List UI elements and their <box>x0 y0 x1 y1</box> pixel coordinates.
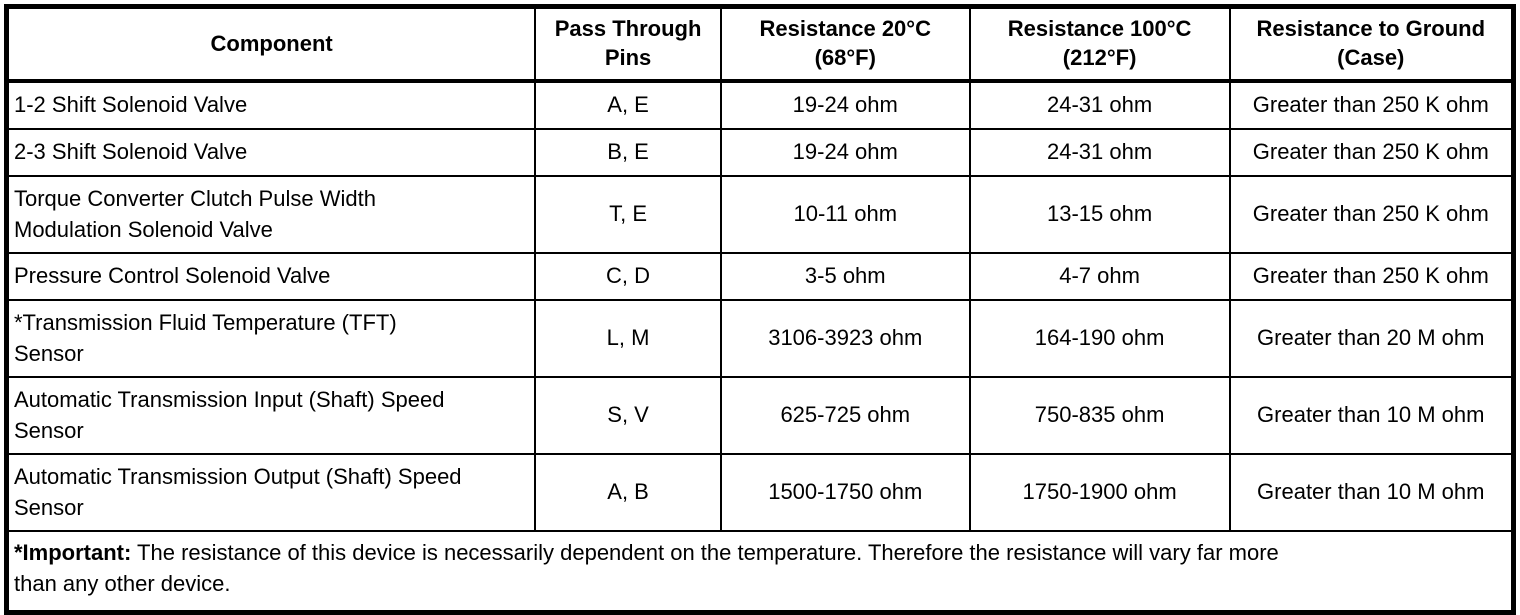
cell-resistance-20c: 19-24 ohm <box>719 80 971 130</box>
footnote-cell: *Important: The resistance of this devic… <box>5 530 1515 614</box>
cell-resistance-20c: 3-5 ohm <box>719 252 971 301</box>
cell-resistance-20c: 3106-3923 ohm <box>719 299 971 378</box>
table-row-2-3-shift-solenoid: 2-3 Shift Solenoid Valve B, E 19-24 ohm … <box>5 128 1515 177</box>
cell-pins: C, D <box>534 252 722 301</box>
cell-pins: A, E <box>534 80 722 130</box>
cell-resistance-100c: 4-7 ohm <box>968 252 1231 301</box>
col-header-resistance-100c: Resistance 100°C (212°F) <box>968 5 1231 83</box>
cell-pins: L, M <box>534 299 722 378</box>
table-row-1-2-shift-solenoid: 1-2 Shift Solenoid Valve A, E 19-24 ohm … <box>5 80 1515 130</box>
cell-pins: S, V <box>534 376 722 455</box>
cell-resistance-20c: 1500-1750 ohm <box>719 453 971 532</box>
resistance-spec-table: Component Pass Through Pins Resistance 2… <box>4 4 1516 615</box>
col-header-pass-through-pins: Pass Through Pins <box>534 5 722 83</box>
cell-resistance-100c: 24-31 ohm <box>968 128 1231 177</box>
footnote-row: *Important: The resistance of this devic… <box>5 530 1515 614</box>
table-header: Component Pass Through Pins Resistance 2… <box>5 5 1515 83</box>
cell-resistance-100c: 1750-1900 ohm <box>968 453 1231 532</box>
cell-resistance-20c: 19-24 ohm <box>719 128 971 177</box>
cell-resistance-20c: 625-725 ohm <box>719 376 971 455</box>
cell-pins: B, E <box>534 128 722 177</box>
table-row-input-speed-sensor: Automatic Transmission Input (Shaft) Spe… <box>5 376 1515 455</box>
cell-pins: A, B <box>534 453 722 532</box>
cell-component: Automatic Transmission Output (Shaft) Sp… <box>5 453 537 532</box>
cell-resistance-100c: 13-15 ohm <box>968 175 1231 254</box>
cell-resistance-100c: 750-835 ohm <box>968 376 1231 455</box>
cell-component: 2-3 Shift Solenoid Valve <box>5 128 537 177</box>
col-header-resistance-20c: Resistance 20°C (68°F) <box>719 5 971 83</box>
cell-component: Pressure Control Solenoid Valve <box>5 252 537 301</box>
cell-resistance-ground: Greater than 10 M ohm <box>1228 376 1515 455</box>
document-page: Component Pass Through Pins Resistance 2… <box>0 4 1520 615</box>
cell-resistance-100c: 164-190 ohm <box>968 299 1231 378</box>
footnote-text: The resistance of this device is necessa… <box>14 540 1279 596</box>
cell-component: Automatic Transmission Input (Shaft) Spe… <box>5 376 537 455</box>
col-header-component: Component <box>5 5 537 83</box>
table-row-tcc-pwm-solenoid: Torque Converter Clutch Pulse Width Modu… <box>5 175 1515 254</box>
table-body: 1-2 Shift Solenoid Valve A, E 19-24 ohm … <box>5 80 1515 614</box>
cell-resistance-100c: 24-31 ohm <box>968 80 1231 130</box>
cell-resistance-ground: Greater than 250 K ohm <box>1228 175 1515 254</box>
cell-resistance-ground: Greater than 250 K ohm <box>1228 128 1515 177</box>
cell-resistance-ground: Greater than 250 K ohm <box>1228 252 1515 301</box>
header-row: Component Pass Through Pins Resistance 2… <box>5 5 1515 83</box>
cell-resistance-ground: Greater than 250 K ohm <box>1228 80 1515 130</box>
cell-resistance-20c: 10-11 ohm <box>719 175 971 254</box>
table-row-pressure-control-solenoid: Pressure Control Solenoid Valve C, D 3-5… <box>5 252 1515 301</box>
table-row-tft-sensor: *Transmission Fluid Temperature (TFT) Se… <box>5 299 1515 378</box>
col-header-resistance-to-ground: Resistance to Ground (Case) <box>1228 5 1515 83</box>
cell-resistance-ground: Greater than 10 M ohm <box>1228 453 1515 532</box>
cell-component: *Transmission Fluid Temperature (TFT) Se… <box>5 299 537 378</box>
cell-component: Torque Converter Clutch Pulse Width Modu… <box>5 175 537 254</box>
cell-component: 1-2 Shift Solenoid Valve <box>5 80 537 130</box>
footnote-important-label: *Important: <box>14 540 132 566</box>
table-row-output-speed-sensor: Automatic Transmission Output (Shaft) Sp… <box>5 453 1515 532</box>
cell-resistance-ground: Greater than 20 M ohm <box>1228 299 1515 378</box>
cell-pins: T, E <box>534 175 722 254</box>
